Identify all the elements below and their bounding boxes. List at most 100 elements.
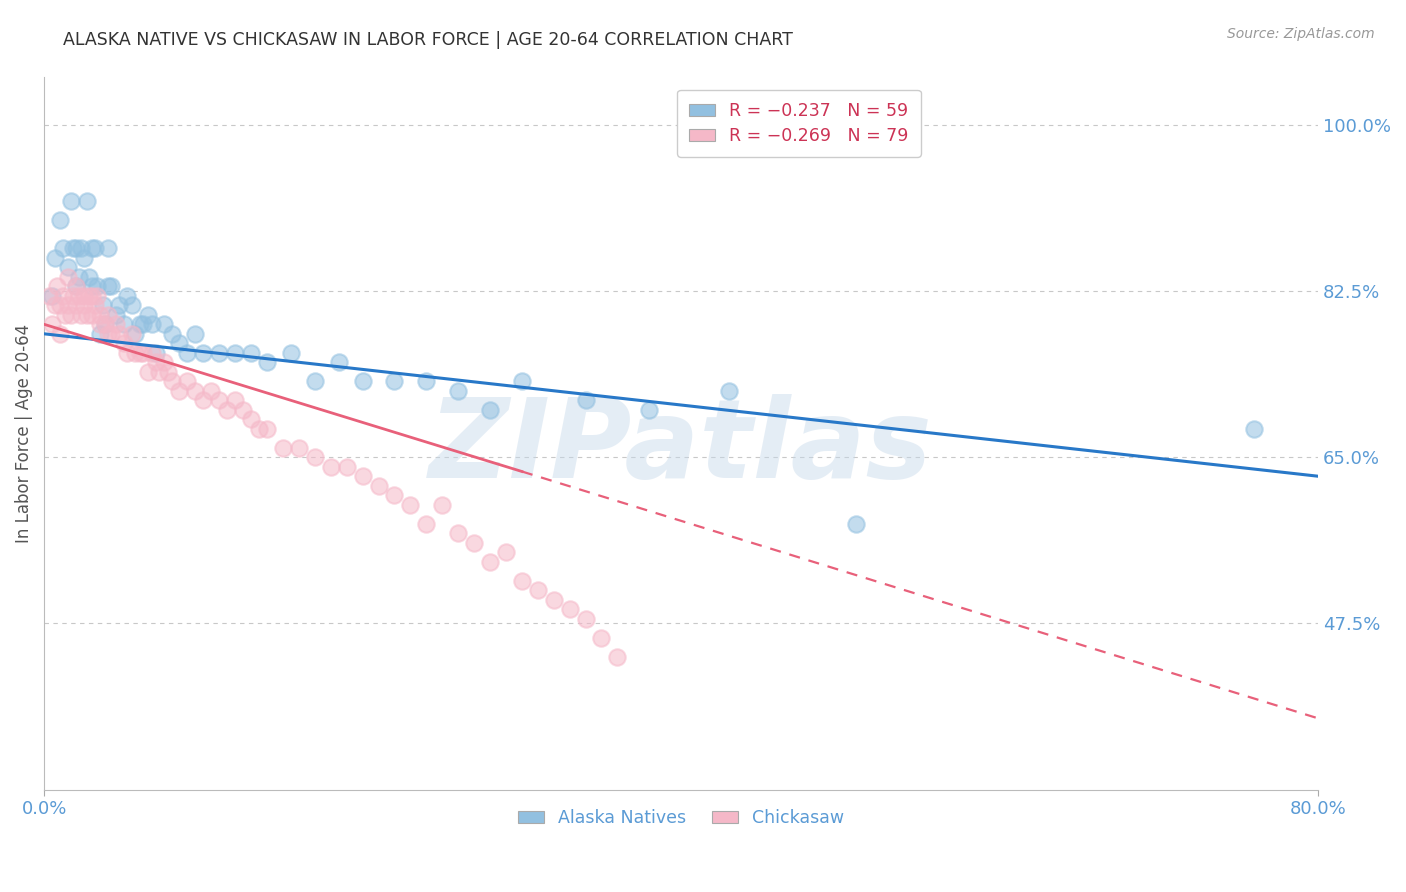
Point: [76, 194, 98, 208]
Point: [141, 346, 163, 360]
Point: [169, 384, 191, 398]
Point: [60, 194, 83, 208]
Point: [89, 308, 111, 322]
Point: [558, 602, 581, 616]
Point: [543, 592, 565, 607]
Point: [124, 346, 146, 360]
Point: [384, 488, 406, 502]
Point: [49, 326, 72, 341]
Point: [606, 649, 628, 664]
Point: [447, 384, 470, 398]
Point: [97, 326, 120, 341]
Point: [65, 298, 87, 312]
Point: [176, 346, 198, 360]
Point: [148, 365, 170, 379]
Point: [463, 535, 485, 549]
Point: [328, 355, 350, 369]
Point: [73, 289, 96, 303]
Point: [73, 298, 96, 312]
Point: [157, 365, 180, 379]
Point: [256, 355, 278, 369]
Point: [574, 612, 596, 626]
Point: [53, 308, 76, 322]
Point: [240, 346, 263, 360]
Point: [319, 459, 342, 474]
Point: [256, 422, 278, 436]
Point: [304, 374, 326, 388]
Point: [845, 516, 868, 531]
Point: [65, 241, 87, 255]
Point: [367, 479, 389, 493]
Point: [217, 402, 239, 417]
Point: [132, 346, 155, 360]
Point: [112, 318, 135, 332]
Point: [80, 241, 103, 255]
Point: [399, 498, 422, 512]
Point: [62, 289, 84, 303]
Point: [160, 326, 183, 341]
Point: [136, 308, 159, 322]
Point: [56, 269, 79, 284]
Text: ZIPatlas: ZIPatlas: [429, 394, 934, 501]
Point: [136, 365, 159, 379]
Point: [38, 289, 60, 303]
Point: [128, 318, 150, 332]
Point: [77, 289, 100, 303]
Y-axis label: In Labor Force | Age 20-64: In Labor Force | Age 20-64: [15, 324, 32, 543]
Point: [84, 241, 107, 255]
Point: [128, 346, 150, 360]
Point: [80, 289, 103, 303]
Point: [124, 326, 146, 341]
Point: [89, 326, 111, 341]
Point: [169, 336, 191, 351]
Point: [224, 393, 246, 408]
Point: [67, 269, 90, 284]
Point: [77, 269, 100, 284]
Point: [60, 308, 83, 322]
Point: [184, 384, 207, 398]
Point: [271, 441, 294, 455]
Point: [91, 298, 114, 312]
Point: [240, 412, 263, 426]
Point: [97, 279, 120, 293]
Point: [67, 289, 90, 303]
Point: [527, 583, 550, 598]
Point: [69, 308, 91, 322]
Point: [352, 374, 374, 388]
Point: [638, 402, 661, 417]
Point: [208, 393, 231, 408]
Legend: Alaska Natives, Chickasaw: Alaska Natives, Chickasaw: [512, 803, 851, 834]
Point: [104, 308, 127, 322]
Point: [56, 298, 79, 312]
Point: [288, 441, 311, 455]
Text: ALASKA NATIVE VS CHICKASAW IN LABOR FORCE | AGE 20-64 CORRELATION CHART: ALASKA NATIVE VS CHICKASAW IN LABOR FORC…: [63, 31, 793, 49]
Point: [479, 402, 502, 417]
Point: [115, 346, 138, 360]
Point: [49, 298, 72, 312]
Point: [80, 308, 103, 322]
Point: [112, 336, 135, 351]
Point: [76, 308, 98, 322]
Point: [193, 346, 215, 360]
Point: [115, 289, 138, 303]
Point: [352, 469, 374, 483]
Point: [86, 289, 108, 303]
Point: [121, 326, 143, 341]
Point: [184, 326, 207, 341]
Point: [415, 374, 437, 388]
Point: [224, 346, 246, 360]
Point: [65, 279, 87, 293]
Point: [152, 318, 174, 332]
Point: [89, 318, 111, 332]
Point: [200, 384, 222, 398]
Point: [62, 241, 84, 255]
Point: [104, 318, 127, 332]
Point: [247, 422, 270, 436]
Point: [93, 318, 115, 332]
Point: [69, 241, 91, 255]
Point: [80, 279, 103, 293]
Point: [176, 374, 198, 388]
Point: [100, 326, 122, 341]
Point: [208, 346, 231, 360]
Point: [415, 516, 437, 531]
